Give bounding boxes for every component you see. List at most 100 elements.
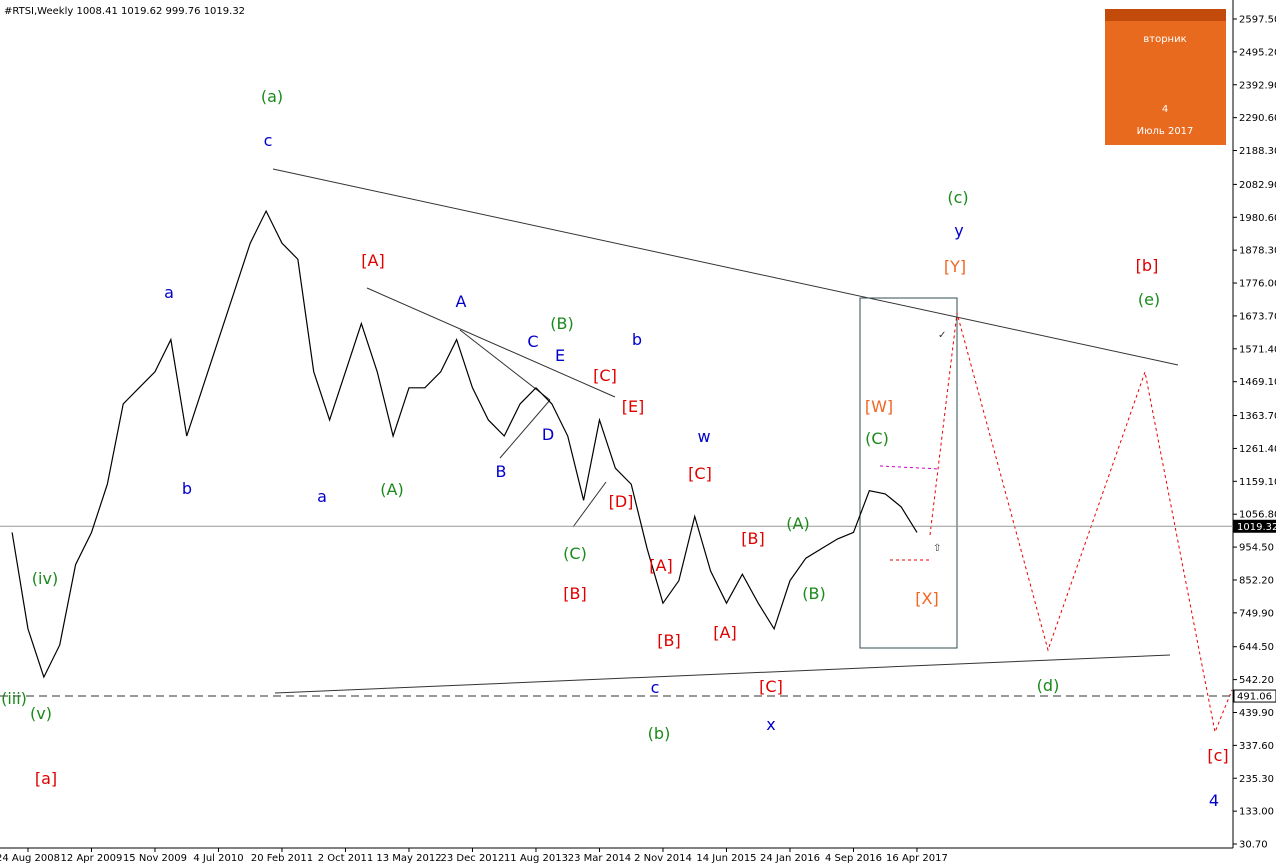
y-tick-label: 2188.30 — [1239, 146, 1276, 157]
wave-label: (C) — [563, 544, 587, 563]
wave-label: [X] — [915, 589, 938, 608]
wave-label: [B] — [741, 529, 764, 548]
x-tick-label: 20 Feb 2011 — [251, 853, 313, 864]
x-tick-label: 2 Nov 2014 — [634, 853, 692, 864]
wave-label: [C] — [759, 677, 783, 696]
x-tick-label: 15 Nov 2009 — [123, 853, 187, 864]
x-tick-label: 4 Jul 2010 — [193, 853, 243, 864]
price-level-label: 1019.32 — [1237, 522, 1276, 533]
trend-line — [274, 654, 1171, 694]
x-tick-label: 24 Aug 2008 — [0, 853, 60, 864]
x-tick-label: 4 Sep 2016 — [825, 853, 882, 864]
wave-label: [A] — [649, 556, 672, 575]
wave-label: (B) — [550, 314, 573, 333]
wave-label: (B) — [802, 584, 825, 603]
y-tick-label: 2495.20 — [1239, 47, 1276, 58]
y-tick-label: 337.60 — [1239, 741, 1274, 752]
wave-label: (a) — [261, 87, 283, 106]
wave-label: a — [164, 283, 174, 302]
calendar-day: 4 — [1162, 104, 1168, 115]
wave-label: c — [651, 678, 660, 697]
level — [879, 465, 941, 470]
wave-label: (iv) — [32, 569, 58, 588]
calendar-month: Июль 2017 — [1137, 126, 1194, 137]
wave-label: w — [697, 427, 710, 446]
calendar-body — [1105, 9, 1226, 145]
y-tick-label: 1673.70 — [1239, 311, 1276, 322]
x-tick-label: 23 Mar 2014 — [568, 853, 631, 864]
wave-label: b — [182, 479, 192, 498]
x-tick-label: 16 Apr 2017 — [886, 853, 948, 864]
wave-label: E — [555, 346, 565, 365]
wave-label: 4 — [1209, 791, 1219, 810]
wave-label: [E] — [622, 397, 645, 416]
wave-label: B — [496, 462, 507, 481]
wave-label: (v) — [30, 704, 52, 723]
y-tick-label: 235.30 — [1239, 774, 1274, 785]
wave-label: [a] — [35, 769, 57, 788]
x-tick-label: 2 Oct 2011 — [318, 853, 373, 864]
wave-label: [B] — [563, 584, 586, 603]
wave-label: (A) — [786, 514, 809, 533]
chart-header: #RTSI,Weekly 1008.41 1019.62 999.76 1019… — [4, 6, 245, 17]
price-line — [11, 209, 918, 679]
wave-label: (e) — [1138, 290, 1160, 309]
y-tick-label: 1571.40 — [1239, 344, 1276, 355]
wave-label: (b) — [648, 724, 671, 743]
y-tick-label: 1469.10 — [1239, 377, 1276, 388]
calendar-top — [1105, 9, 1226, 21]
wave-label: [b] — [1136, 256, 1159, 275]
x-tick-label: 23 Dec 2012 — [441, 853, 505, 864]
wave-label: [A] — [361, 251, 384, 270]
check-icon: ✓ — [938, 330, 946, 341]
x-tick-label: 11 Aug 2013 — [504, 853, 568, 864]
y-tick-label: 2392.90 — [1239, 80, 1276, 91]
x-tick-label: 14 Jun 2015 — [696, 853, 756, 864]
y-tick-label: 749.90 — [1239, 608, 1274, 619]
wave-label: x — [766, 715, 775, 734]
trend-line — [499, 399, 551, 459]
y-tick-label: 1878.30 — [1239, 246, 1276, 257]
y-tick-label: 2597.50 — [1239, 14, 1276, 25]
wave-label: y — [954, 221, 963, 240]
wave-label: [W] — [865, 397, 893, 416]
wave-label: a — [317, 487, 327, 506]
wave-label: c — [264, 131, 273, 150]
y-tick-label: 30.70 — [1239, 840, 1268, 851]
wave-label: [D] — [609, 492, 634, 511]
wave-label: [C] — [688, 464, 712, 483]
wave-label: (C) — [865, 429, 889, 448]
y-tick-label: 1159.10 — [1239, 477, 1276, 488]
wave-label: C — [527, 332, 538, 351]
price-level-label: 491.06 — [1237, 692, 1272, 703]
calendar: вторник 4 Июль 2017 — [1105, 9, 1226, 145]
wave-label: [B] — [657, 631, 680, 650]
calendar-weekday: вторник — [1143, 34, 1186, 45]
wave-label: (c) — [947, 188, 968, 207]
y-tick-label: 954.50 — [1239, 543, 1274, 554]
wave-label: (A) — [380, 480, 403, 499]
wave-label: D — [542, 425, 554, 444]
y-tick-label: 2082.90 — [1239, 180, 1276, 191]
wave-label: b — [632, 330, 642, 349]
wave-label: (iii) — [1, 689, 27, 708]
y-tick-label: 1776.00 — [1239, 279, 1276, 290]
y-tick-label: 1261.40 — [1239, 444, 1276, 455]
y-tick-label: 2290.60 — [1239, 113, 1276, 124]
focus-box — [859, 297, 958, 649]
trend-line — [366, 287, 616, 398]
wave-label: [Y] — [944, 257, 966, 276]
x-tick-label: 12 Apr 2009 — [61, 853, 123, 864]
wave-label: (d) — [1037, 676, 1060, 695]
y-tick-label: 1980.60 — [1239, 213, 1276, 224]
wave-label: [C] — [593, 366, 617, 385]
y-tick-label: 542.20 — [1239, 675, 1274, 686]
wave-label: [c] — [1207, 746, 1228, 765]
trend-line — [572, 481, 607, 528]
price-level-box — [1233, 689, 1276, 703]
x-tick-label: 13 May 2012 — [376, 853, 441, 864]
y-tick-label: 644.50 — [1239, 642, 1274, 653]
